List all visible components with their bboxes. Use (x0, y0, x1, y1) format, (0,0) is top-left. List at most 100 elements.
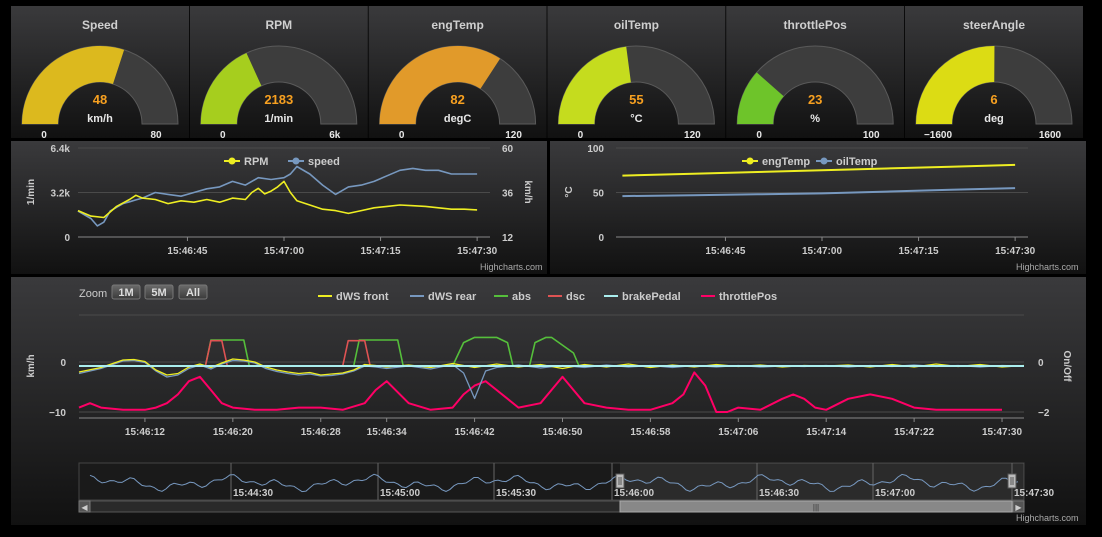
x-tick-label: 15:46:28 (301, 427, 341, 438)
zoom-button-label: All (186, 287, 200, 299)
zoom-button-bg (144, 284, 174, 300)
x-tick-label: 15:47:30 (457, 246, 497, 257)
navigator-selection (620, 463, 1024, 500)
x-tick-label: 15:47:15 (361, 246, 401, 257)
x-tick-label: 15:47:00 (264, 246, 304, 257)
zoom-button-bg (178, 284, 208, 300)
gauge-max-label: 120 (505, 130, 522, 141)
gauge-Speed: Speed 48 km/h 0 80 (11, 6, 189, 141)
y-tick-left: 50 (593, 189, 605, 200)
y-tick-left: 3.2k (51, 189, 71, 200)
y-tick-left: 6.4k (51, 144, 71, 155)
legend-label: dWS front (336, 291, 389, 303)
navigator-tick-label: 15:45:30 (496, 488, 536, 499)
legend-label: brakePedal (622, 291, 681, 303)
gauge-title: oilTemp (614, 18, 659, 32)
series-engTemp (622, 163, 1016, 177)
gauge-value: 6 (990, 92, 997, 107)
gauge-title: Speed (82, 18, 118, 32)
x-tick-label: 15:47:22 (894, 427, 934, 438)
gauge-throttlePos: throttlePos 23% 0 100 (726, 6, 905, 141)
y-tick-right: 0 (1038, 358, 1044, 369)
gauge-max-label: 120 (684, 130, 701, 141)
y-tick-left: 0 (60, 358, 66, 369)
gauge-min-label: 0 (41, 130, 47, 141)
y-axis-label-right: km/h (522, 180, 533, 203)
y-axis-label-right: On/Off (1061, 350, 1072, 382)
gauge-min-label: 0 (756, 130, 762, 141)
gauge-unit: 1/min (264, 113, 293, 125)
y-tick-right: 36 (502, 189, 514, 200)
gauge-value: 48 (93, 92, 107, 107)
zoom-controls: Zoom 1M 5M All (79, 284, 208, 300)
zoom-button-5M[interactable]: 5M (144, 284, 174, 300)
navigator-handle[interactable] (615, 473, 625, 489)
legend-label: throttlePos (719, 291, 777, 303)
zoom-button-label: 5M (151, 287, 166, 299)
gauge-title: RPM (265, 18, 292, 32)
series-rpm (77, 180, 478, 219)
legend-marker (746, 157, 754, 165)
gauge-value-arc (22, 45, 125, 124)
gauge-max-label: 6k (329, 130, 341, 141)
gauge-RPM: RPM 2183 1/min 0 6k (189, 6, 368, 141)
legend-label: speed (308, 156, 340, 168)
temperature-panel (550, 141, 1086, 274)
gauge-value: 55 (629, 92, 643, 107)
x-tick-label: 15:46:34 (367, 427, 407, 438)
y-tick-left: 100 (587, 144, 604, 155)
navigator-scrollbar[interactable]: ||| ◀ ▶ (78, 500, 1025, 513)
x-tick-label: 15:47:30 (982, 427, 1022, 438)
gauge-value-arc (737, 72, 784, 124)
navigator-tick-label: 15:46:30 (759, 488, 799, 499)
x-tick-label: 15:46:20 (213, 427, 253, 438)
navigator-tick-label: 15:47:30 (1014, 488, 1054, 499)
scrollbar-left-button (78, 500, 91, 513)
gauge-oilTemp: oilTemp 55 °C 0 120 (547, 6, 726, 141)
series-oilTemp (622, 187, 1016, 198)
legend-label: dWS rear (428, 291, 477, 303)
y-axis-label-left: °C (564, 186, 575, 197)
gauge-title: engTemp (431, 18, 483, 32)
gauge-unit: deg (984, 113, 1004, 125)
gauge-engTemp: engTemp 82 degC 0 120 (368, 6, 547, 141)
gauge-min-label: 0 (220, 130, 226, 141)
gauge-value: 2183 (264, 92, 293, 107)
gauge-value: 82 (450, 92, 464, 107)
gauge-unit: degC (444, 113, 472, 125)
dynamics-chart: Zoom 1M 5M All 0 −10 0 −2 km/h On/Off 15:46:12 15:… (11, 277, 1086, 525)
zoom-button-All[interactable]: All (178, 284, 208, 300)
credit-label[interactable]: Highcharts.com (1016, 262, 1079, 272)
gauge-value: 23 (808, 92, 822, 107)
y-tick-right: −2 (1038, 408, 1050, 419)
legend-label: dsc (566, 291, 585, 303)
x-tick-label: 15:47:30 (995, 246, 1035, 257)
navigator-series (89, 473, 1019, 493)
navigator-tick-label: 15:45:00 (380, 488, 420, 499)
gauge-max-label: 100 (863, 130, 880, 141)
legend-marker (228, 157, 236, 165)
y-axis-label-left: km/h (26, 354, 37, 377)
series-throttlePos (78, 371, 1002, 413)
navigator-handle[interactable] (1007, 473, 1017, 489)
legend-marker (292, 157, 300, 165)
gauge-max-label: 1600 (1039, 130, 1062, 141)
gauge-row: Speed 48 km/h 0 80 RPM 2183 1/min 0 6k engTemp 82 de… (11, 6, 1083, 141)
y-tick-left: 0 (598, 233, 604, 244)
x-tick-label: 15:46:50 (542, 427, 582, 438)
y-tick-left: −10 (49, 408, 66, 419)
credit-label[interactable]: Highcharts.com (1016, 513, 1079, 523)
credit-label[interactable]: Highcharts.com (480, 262, 543, 272)
scrollbar-grip: ||| (813, 503, 819, 512)
x-tick-label: 15:47:00 (802, 246, 842, 257)
x-tick-label: 15:46:45 (167, 246, 207, 257)
zoom-button-1M[interactable]: 1M (111, 284, 141, 300)
rpm-speed-panel (11, 141, 547, 274)
gauge-value-arc (558, 46, 631, 125)
navigator-handle-bg (615, 473, 625, 489)
gauge-steerAngle: steerAngle 6 deg −1600 1600 (905, 6, 1083, 141)
chevron-left-icon: ◀ (81, 503, 88, 512)
x-tick-label: 15:47:06 (718, 427, 758, 438)
gauge-value-arc (200, 53, 262, 124)
